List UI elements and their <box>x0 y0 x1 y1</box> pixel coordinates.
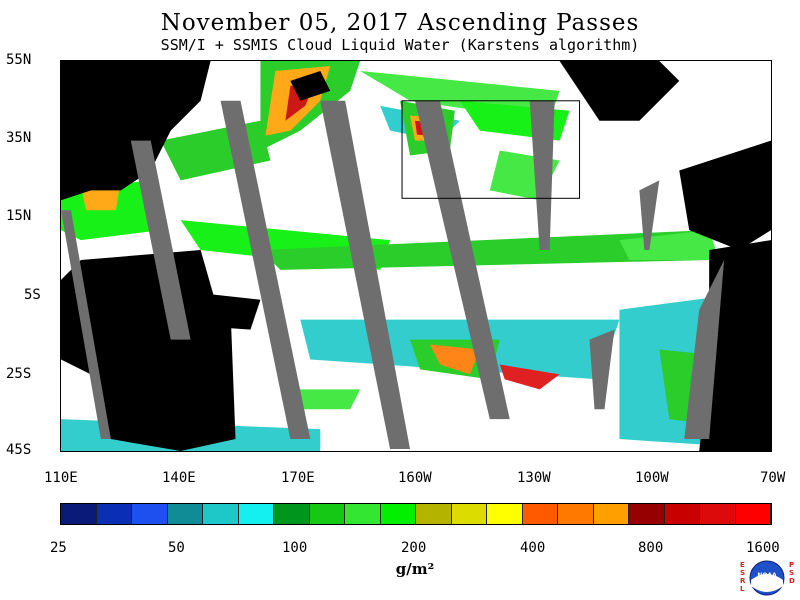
lon-label: 170E <box>281 470 315 486</box>
colorbar-swatch <box>203 504 239 524</box>
lat-label: 5S <box>24 287 41 303</box>
lat-label: 15N <box>6 208 32 224</box>
colorbar-swatch <box>380 504 416 524</box>
noaa-logo: E S R L P S D NOAA <box>740 560 795 596</box>
lat-label: 25S <box>6 366 32 382</box>
colorbar-swatch <box>416 504 452 524</box>
logo-letter: S <box>789 569 794 577</box>
lon-label: 110E <box>44 470 78 486</box>
logo-letter: E <box>740 561 745 569</box>
colorbar-tick-label: 200 <box>401 540 427 556</box>
colorbar-swatch <box>487 504 523 524</box>
logo-letter: P <box>789 561 794 569</box>
lat-label: 35N <box>6 130 32 146</box>
colorbar-tick-label: 50 <box>168 540 185 556</box>
lon-label: 140E <box>162 470 196 486</box>
colorbar-units: g/m² <box>395 560 435 578</box>
logo-letter: D <box>789 577 795 585</box>
map-title: November 05, 2017 Ascending Passes <box>160 10 640 36</box>
colorbar-swatch <box>274 504 310 524</box>
colorbar-tick-label: 100 <box>282 540 308 556</box>
logo-letter: R <box>740 577 746 585</box>
cloud-water-map <box>60 60 772 452</box>
colorbar-swatch <box>345 504 381 524</box>
missing-data-swaths <box>61 100 725 450</box>
colorbar-swatch <box>558 504 594 524</box>
lon-label: 130W <box>517 470 551 486</box>
lon-label: 100W <box>635 470 669 486</box>
colorbar-swatch <box>735 504 771 524</box>
region-box <box>401 100 581 199</box>
colorbar-swatch <box>629 504 665 524</box>
colorbar-swatch <box>593 504 629 524</box>
logo-letter: S <box>740 569 745 577</box>
lat-label: 45S <box>6 442 32 458</box>
colorbar-swatch <box>522 504 558 524</box>
lon-label: 70W <box>760 470 786 486</box>
colorbar <box>60 503 772 525</box>
colorbar-tick-label: 25 <box>50 540 67 556</box>
colorbar-swatch <box>61 504 97 524</box>
colorbar-tick-label: 800 <box>638 540 664 556</box>
map-subtitle: SSM/I + SSMIS Cloud Liquid Water (Karste… <box>160 36 640 54</box>
colorbar-swatch <box>167 504 203 524</box>
colorbar-swatch <box>451 504 487 524</box>
colorbar-swatch <box>96 504 132 524</box>
colorbar-tick-label: 1600 <box>746 540 780 556</box>
colorbar-swatch <box>238 504 274 524</box>
lat-label: 55N <box>6 52 32 68</box>
colorbar-swatch <box>700 504 736 524</box>
colorbar-swatch <box>309 504 345 524</box>
lon-label: 160W <box>398 470 432 486</box>
colorbar-swatch <box>132 504 168 524</box>
logo-letter: L <box>740 585 745 593</box>
colorbar-swatch <box>664 504 700 524</box>
colorbar-tick-label: 400 <box>520 540 546 556</box>
land <box>61 61 771 451</box>
logo-text: NOAA <box>757 572 777 579</box>
